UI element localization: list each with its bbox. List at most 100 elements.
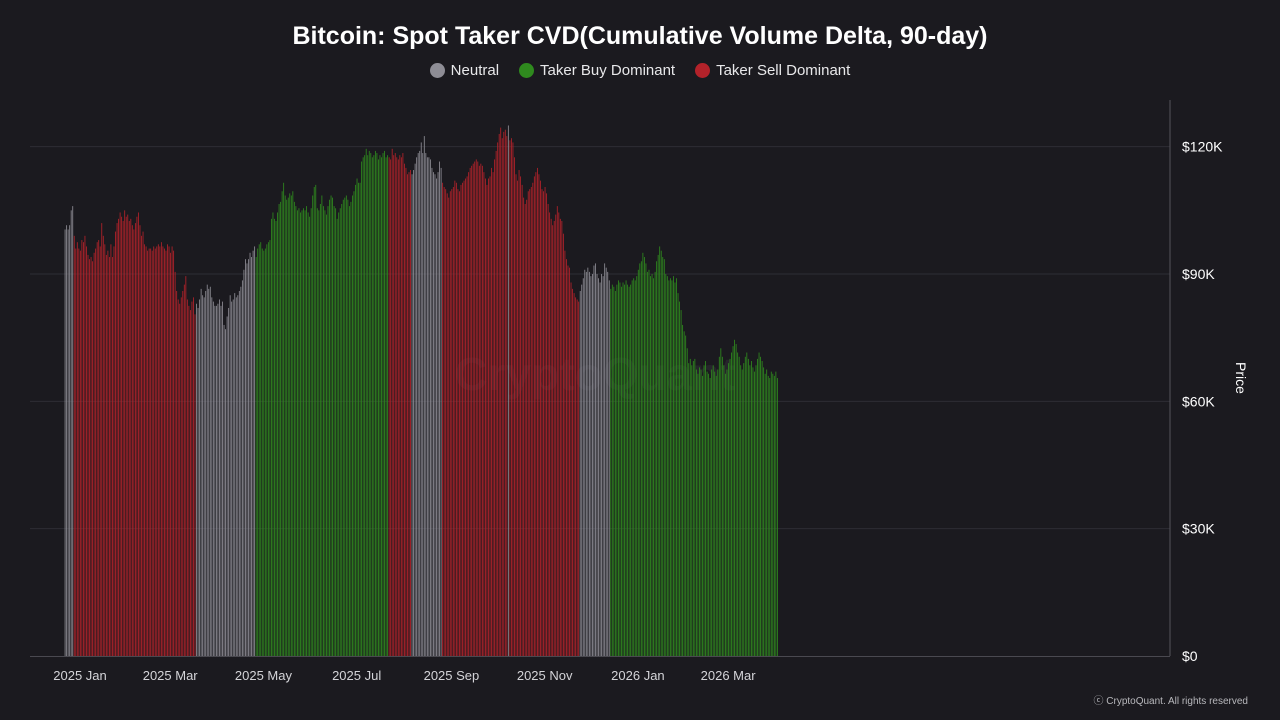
bar (647, 271, 648, 656)
bar (69, 225, 71, 656)
bar (232, 299, 234, 656)
bar (176, 290, 178, 656)
bar (592, 274, 593, 656)
bar (433, 172, 434, 656)
bar (212, 301, 214, 656)
bar (621, 286, 622, 656)
bar (87, 254, 89, 657)
bar (107, 250, 109, 657)
bar (136, 216, 138, 656)
bar (297, 210, 298, 656)
bar (463, 180, 465, 656)
bar (737, 352, 739, 656)
bar (194, 314, 196, 656)
legend-item-taker-buy[interactable]: Taker Buy Dominant (519, 62, 675, 79)
bar (220, 305, 222, 656)
bar (217, 303, 219, 656)
bar (769, 378, 771, 656)
bar (214, 305, 216, 656)
bar (122, 220, 124, 656)
bar (669, 278, 671, 656)
legend-label-taker-buy: Taker Buy Dominant (540, 62, 676, 79)
legend-item-neutral[interactable]: Neutral (429, 62, 499, 79)
bar (89, 259, 90, 656)
bar (410, 170, 411, 656)
bar (339, 208, 341, 657)
bar (266, 244, 268, 656)
bar (92, 261, 94, 656)
bar (105, 254, 107, 657)
bar (180, 297, 182, 656)
bar (67, 229, 69, 656)
bar (666, 276, 668, 656)
bar (530, 187, 532, 656)
bar (425, 153, 427, 657)
bar (564, 250, 566, 657)
bar (645, 263, 647, 656)
bar (485, 178, 486, 656)
bar (639, 263, 641, 656)
bar (183, 284, 185, 656)
bar (763, 367, 765, 656)
bar (138, 212, 139, 656)
bar (536, 167, 538, 656)
bar (599, 282, 601, 656)
x-tick-label: 2025 Jul (332, 668, 381, 683)
bar (521, 184, 523, 656)
bar (697, 373, 699, 656)
bar (344, 197, 346, 656)
bar (673, 276, 674, 656)
bar (416, 157, 418, 657)
bar (431, 167, 433, 656)
bar (277, 212, 278, 656)
bar (226, 316, 228, 656)
copyright-text: ⓒ CryptoQuant. All rights reserved (1093, 696, 1248, 707)
bar (260, 242, 262, 656)
bar (215, 305, 217, 656)
bar (659, 246, 661, 656)
bar (108, 257, 110, 656)
bar (511, 138, 512, 656)
bar (452, 187, 454, 656)
bar (695, 369, 697, 656)
bar (99, 246, 101, 656)
bar (295, 206, 297, 657)
bar (688, 363, 690, 656)
bar (498, 133, 500, 656)
bar (480, 163, 482, 656)
bar (625, 280, 627, 656)
legend-item-taker-sell[interactable]: Taker Sell Dominant (695, 62, 850, 79)
bar (237, 295, 239, 656)
bar (139, 225, 141, 656)
bar (144, 244, 145, 656)
bar (637, 269, 639, 656)
bar (454, 180, 456, 656)
bar (208, 288, 210, 656)
bar (552, 225, 554, 656)
bar (712, 365, 714, 656)
bar (558, 212, 560, 656)
bar (219, 299, 220, 656)
bar (595, 263, 596, 656)
bar (336, 218, 338, 656)
bar (164, 248, 165, 657)
bar (472, 163, 474, 656)
bar (692, 361, 694, 656)
bar (287, 197, 289, 656)
bar (674, 282, 676, 656)
bar (66, 225, 68, 656)
bar (581, 284, 583, 656)
bar (206, 284, 208, 656)
bar (350, 201, 352, 657)
bar (391, 148, 393, 656)
bar (428, 157, 430, 657)
bar (611, 284, 613, 656)
y-tick-label: $120K (1182, 139, 1223, 155)
legend-label-taker-sell: Taker Sell Dominant (716, 62, 851, 79)
bar (309, 216, 311, 656)
bar (417, 153, 419, 657)
bar (426, 157, 428, 657)
bar (469, 167, 471, 656)
bar (653, 278, 654, 656)
bar (526, 199, 528, 657)
